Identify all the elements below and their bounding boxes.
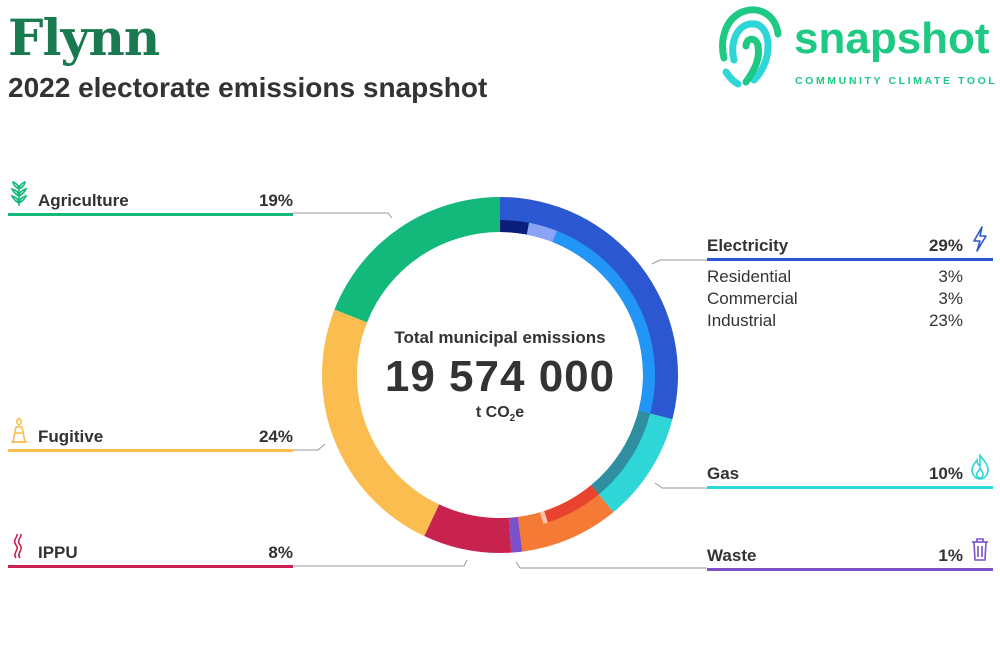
category-rule xyxy=(707,486,993,489)
electricity-sub-residential: Residential 3% xyxy=(707,267,963,286)
category-percent: 10% xyxy=(928,464,963,483)
electricity-sub-commercial: Commercial 3% xyxy=(707,289,963,308)
leader-gas xyxy=(654,482,707,489)
leader-waste xyxy=(515,561,707,569)
total-emissions-unit: t CO2e xyxy=(475,404,525,425)
segment-electricity-industrial xyxy=(552,230,655,414)
segment-ippu xyxy=(424,504,512,553)
bin-icon xyxy=(972,538,988,561)
wheat-icon xyxy=(10,181,28,206)
category-percent: 1% xyxy=(938,546,963,565)
segment-electricity xyxy=(500,197,678,420)
category-electricity: Electricity 29% xyxy=(707,226,993,262)
category-waste: Waste 1% xyxy=(707,536,993,572)
electricity-sub-industrial: Industrial 23% xyxy=(707,311,963,330)
segment-electricity-commercial xyxy=(526,222,558,243)
logo-tagline: COMMUNITY CLIMATE TOOL xyxy=(795,75,998,87)
category-agriculture: Agriculture 19% xyxy=(8,181,293,217)
segment-transport-sub-3 xyxy=(535,512,544,526)
segment-waste xyxy=(508,516,523,553)
category-rule xyxy=(8,213,293,216)
segment-transport-sub-2 xyxy=(539,511,548,524)
segment-transport-sub-1 xyxy=(544,485,599,523)
category-name: IPPU xyxy=(38,543,78,562)
segment-gas-sub xyxy=(591,410,651,495)
segment-transport xyxy=(517,485,614,552)
segment-fugitive xyxy=(321,309,440,537)
category-name: Gas xyxy=(707,464,740,483)
category-percent: 8% xyxy=(268,543,293,562)
page-subtitle: 2022 electorate emissions snapshot xyxy=(8,72,488,103)
page-title: Flynn xyxy=(8,8,160,67)
category-name: Fugitive xyxy=(38,427,104,446)
center-caption: Total municipal emissions xyxy=(394,328,606,347)
leader-ippu xyxy=(293,559,468,567)
category-fugitive: Fugitive 24% xyxy=(8,417,293,453)
fingerprint-logo-icon xyxy=(719,6,782,88)
category-percent: 19% xyxy=(258,191,293,210)
lightning-icon xyxy=(973,226,987,252)
leader-electricity xyxy=(651,259,707,265)
total-emissions-value: 19 574 000 xyxy=(384,352,616,401)
category-rule xyxy=(707,568,993,571)
segment-gas xyxy=(591,410,673,513)
outer-ring xyxy=(321,197,678,553)
category-name: Agriculture xyxy=(38,191,129,210)
category-ippu: IPPU 8% xyxy=(8,533,293,569)
oil-rig-icon xyxy=(11,417,27,443)
category-rule xyxy=(8,449,293,452)
category-percent: 29% xyxy=(928,236,963,255)
leader-lines xyxy=(293,212,707,569)
category-rule xyxy=(707,258,993,261)
snapshot-logo: snapshot COMMUNITY CLIMATE TOOL xyxy=(716,2,1000,92)
category-percent: 24% xyxy=(258,427,293,446)
smoke-icon xyxy=(13,533,22,559)
category-rule xyxy=(8,565,293,568)
leader-fugitive xyxy=(293,443,326,451)
segment-agriculture xyxy=(334,197,500,323)
category-gas: Gas 10% xyxy=(707,454,993,490)
inner-ring xyxy=(500,220,655,526)
category-name: Waste xyxy=(707,546,757,565)
segment-electricity-residential xyxy=(500,220,530,235)
flame-icon xyxy=(971,454,989,480)
logo-wordmark: snapshot xyxy=(794,14,990,63)
leader-agriculture xyxy=(293,212,393,219)
category-name: Electricity xyxy=(707,236,789,255)
